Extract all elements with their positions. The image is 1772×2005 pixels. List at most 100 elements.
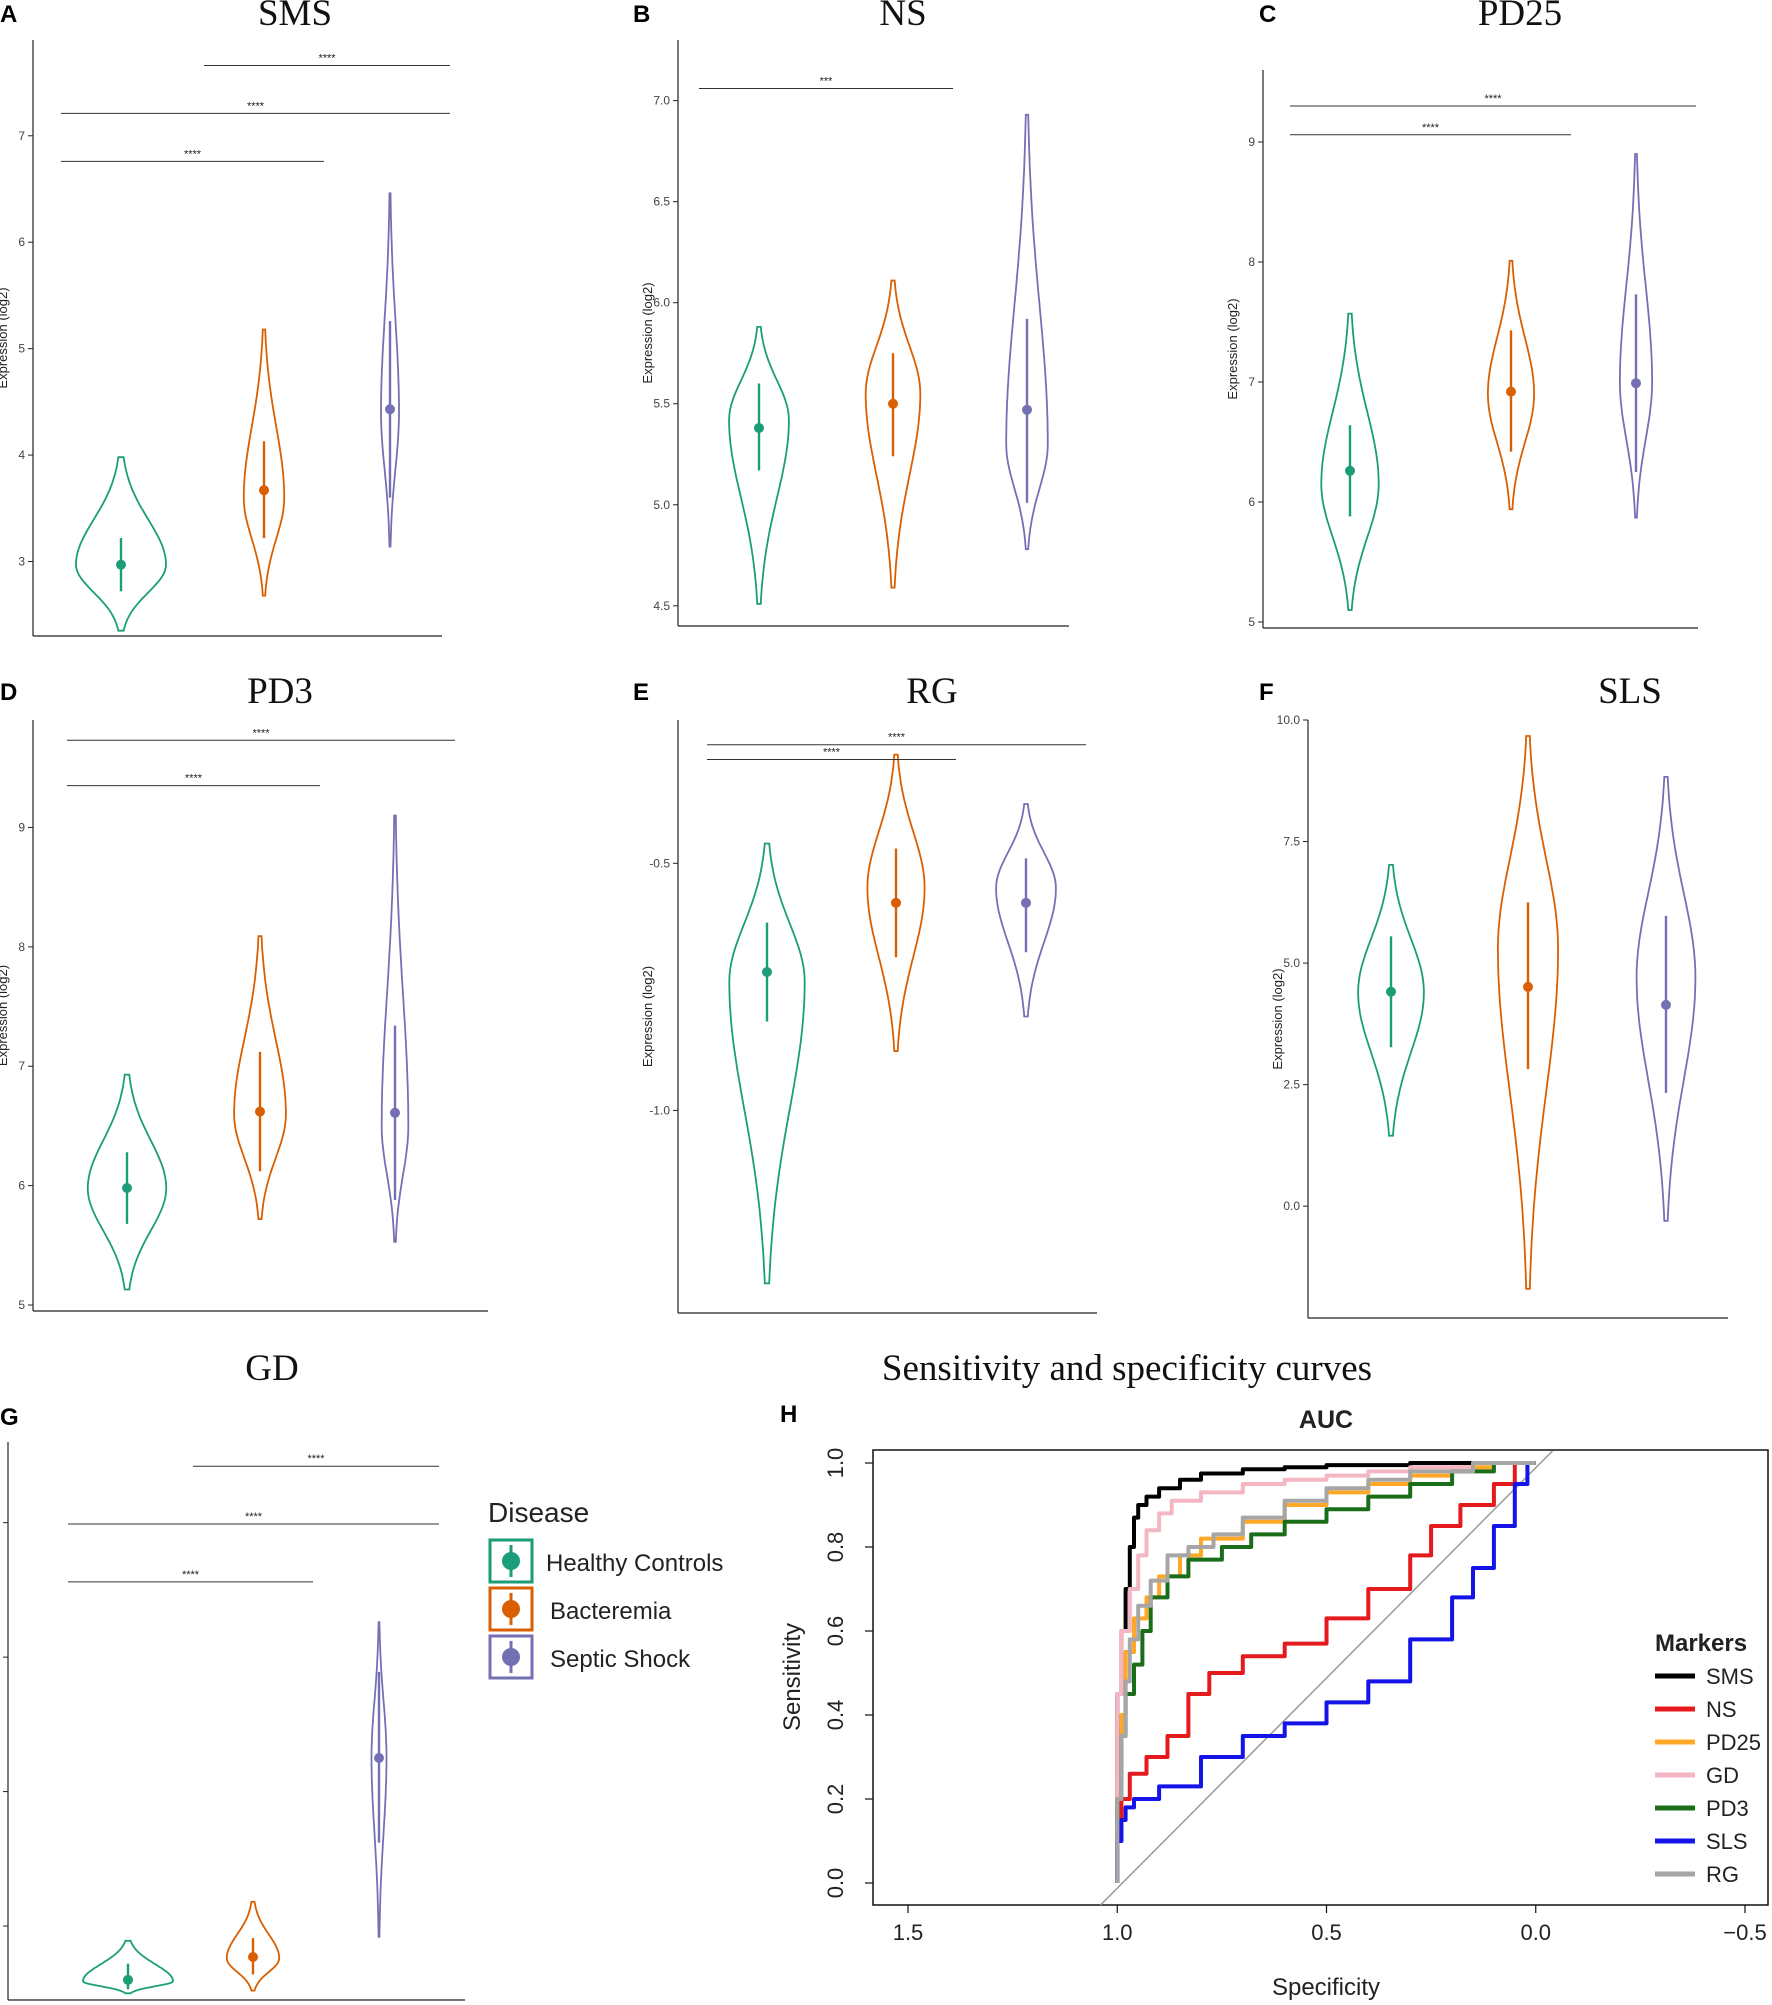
- violin-shape: [866, 753, 926, 1052]
- significance-label: ****: [1422, 122, 1440, 134]
- panel-title: RG: [906, 671, 957, 712]
- violin-panel-c: 5 6 7 8 9 Expression (log2) PD25 C **** ****: [1225, 0, 1698, 629]
- violin-group: [86, 1073, 168, 1291]
- panel-letter: C: [1259, 1, 1276, 28]
- x-tick-label: 0.5: [1311, 1920, 1342, 1945]
- panel-title: PD3: [247, 671, 313, 712]
- violin-panel-f: 0.0 2.5 5.0 7.5 10.0 Expression (log2) SLS F: [1259, 671, 1728, 1319]
- x-tick-label: −0.5: [1723, 1920, 1766, 1945]
- reference-diagonal: [1099, 1450, 1554, 1906]
- violin-shape: [864, 279, 922, 589]
- significance-label: ****: [185, 773, 203, 785]
- legend-label-pd3: PD3: [1706, 1796, 1749, 1821]
- panel-title: GD: [245, 1348, 298, 1389]
- markers-legend: Markers SMS NS PD25 GD PD3 SLS RG: [1655, 1630, 1761, 1887]
- significance-label: ****: [823, 747, 841, 759]
- violin-median-point: [1386, 986, 1396, 997]
- violin-shape: [1496, 735, 1560, 1290]
- violin-group: [1496, 735, 1560, 1290]
- violin-median-point: [385, 404, 395, 415]
- violin-shape: [1320, 312, 1380, 611]
- roc-curve-ns: [1115, 1461, 1536, 1883]
- legend-label-ns: NS: [1706, 1697, 1737, 1722]
- violin-group: [233, 935, 287, 1220]
- roc-curve-pd3: [1115, 1461, 1536, 1883]
- violin-shape: [380, 192, 400, 548]
- violin-group: [728, 326, 790, 605]
- y-tick-label: 0.4: [823, 1700, 848, 1731]
- violin-panel-e: -1.0 -0.5 Expression (log2) RG E **** ****: [633, 671, 1097, 1314]
- violin-shape: [1635, 776, 1697, 1222]
- y-tick-label: 9: [1248, 135, 1255, 149]
- violin-median-point: [259, 485, 269, 496]
- violin-median-point: [891, 897, 901, 908]
- violin-group: [82, 1939, 174, 1995]
- violin-group: [370, 1621, 388, 1938]
- y-tick-label: 0.6: [823, 1616, 848, 1647]
- violin-group: [242, 328, 286, 597]
- y-tick-label: 7.0: [653, 94, 670, 108]
- panel-title: NS: [879, 0, 926, 34]
- violin-group: [995, 803, 1057, 1018]
- y-tick-label: -0.5: [649, 856, 670, 870]
- roc-plot-frame: [872, 1449, 1769, 1906]
- y-tick-label: 4: [18, 448, 25, 462]
- significance-label: ****: [184, 148, 202, 160]
- violin-median-point: [122, 1183, 132, 1194]
- significance-label: ****: [182, 1569, 200, 1581]
- significance-label: ***: [820, 75, 834, 87]
- panel-title: PD25: [1478, 0, 1562, 34]
- significance-label: ****: [318, 53, 336, 65]
- roc-curve-gd: [1115, 1461, 1536, 1883]
- panel-letter: G: [0, 1404, 19, 1431]
- violin-group: [1320, 312, 1380, 611]
- y-tick-label: 3: [18, 555, 25, 569]
- roc-panel-h: H AUC 1.5 1.0 0.5 0.0 −0.5 0.0 0.2 0.4 0.6 0.8 1.0 Sp…: [779, 1401, 1769, 2001]
- roc-curve-sls: [1115, 1461, 1536, 1883]
- significance-label: ****: [247, 100, 265, 112]
- legend-label-sls: SLS: [1706, 1829, 1748, 1854]
- legend-item-healthy: Healthy Controls: [488, 1538, 723, 1584]
- violin-group: [1635, 776, 1697, 1222]
- legend-label-sms: SMS: [1706, 1664, 1754, 1689]
- legend-label-bacteremia: Bacteremia: [550, 1598, 672, 1625]
- violin-panel-a: 3 4 5 6 7 Expression (log2) SMS A **** **** ****: [0, 0, 450, 637]
- y-tick-label: 8: [18, 940, 25, 954]
- roc-curve-sms: [1115, 1461, 1536, 1883]
- violin-median-point: [754, 422, 764, 433]
- violin-group: [864, 279, 922, 589]
- violin-panel-g: 10203040Expression (log2)GDG************: [0, 1348, 465, 2001]
- violin-shape: [728, 326, 790, 605]
- violin-group: [728, 842, 806, 1285]
- y-axis-label: Expression (log2): [640, 966, 655, 1067]
- violin-group: [75, 456, 167, 632]
- violin-group: [1005, 113, 1049, 551]
- disease-legend: Disease Healthy Controls Bacteremia Sept…: [488, 1497, 723, 1680]
- y-tick-label: 0.0: [823, 1868, 848, 1899]
- violin-median-point: [248, 1951, 258, 1962]
- panel-title: SLS: [1598, 671, 1662, 712]
- x-axis-label: Specificity: [1272, 1974, 1380, 2001]
- y-tick-label: 5.0: [653, 498, 670, 512]
- legend-item-bacteremia: Bacteremia: [488, 1586, 672, 1632]
- significance-label: ****: [245, 1511, 263, 1523]
- legend-label-gd: GD: [1706, 1763, 1739, 1788]
- significance-label: ****: [307, 1453, 325, 1465]
- y-tick-label: 0.0: [1283, 1199, 1300, 1213]
- violin-shape: [370, 1621, 388, 1938]
- significance-label: ****: [1484, 93, 1502, 105]
- y-axis-label: Expression (log2): [0, 287, 10, 388]
- legend-label-healthy: Healthy Controls: [546, 1550, 723, 1577]
- violin-group: [1357, 864, 1425, 1137]
- y-tick-label: 5: [1248, 615, 1255, 629]
- panel-letter: E: [633, 679, 649, 706]
- y-tick-label: 7: [18, 129, 25, 143]
- y-axis-label: Expression (log2): [0, 965, 10, 1066]
- legend-label-septic: Septic Shock: [550, 1646, 691, 1673]
- significance-label: ****: [888, 732, 906, 744]
- violin-median-point: [390, 1107, 400, 1118]
- violin-median-point: [1661, 999, 1671, 1010]
- y-tick-label: 10.0: [1277, 713, 1301, 727]
- y-tick-label: -1.0: [649, 1103, 670, 1117]
- violin-median-point: [1021, 897, 1031, 908]
